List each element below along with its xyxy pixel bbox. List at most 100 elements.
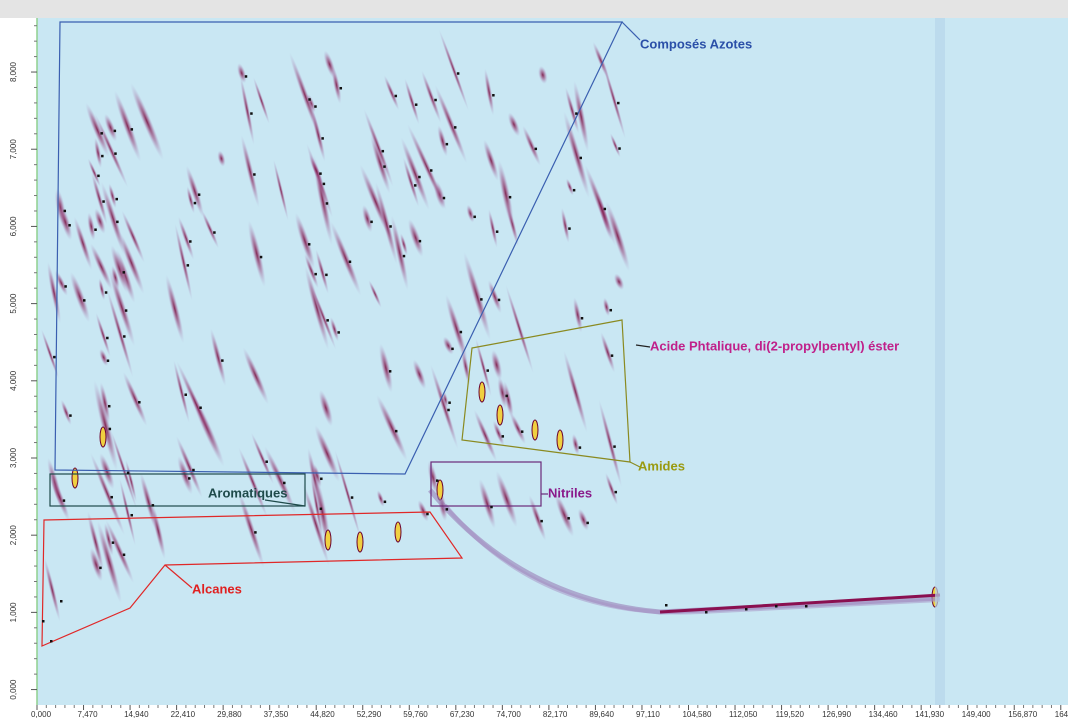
streak (370, 133, 391, 194)
marker (414, 103, 418, 106)
x-tick-label: 126,990 (822, 710, 851, 719)
streak (273, 159, 289, 221)
arc-bright (659, 593, 941, 614)
marker (199, 406, 202, 409)
x-tick-label: 59,760 (403, 710, 428, 719)
marker (586, 521, 589, 525)
streak (571, 433, 580, 455)
streak (361, 204, 373, 233)
streak (60, 399, 72, 426)
streak (430, 364, 459, 450)
streak (253, 77, 270, 125)
marker (60, 600, 63, 603)
streak (185, 165, 204, 218)
streak (118, 231, 145, 294)
marker (116, 220, 119, 224)
marker (383, 165, 386, 168)
streak (176, 361, 217, 448)
marker (480, 298, 483, 301)
marker (497, 298, 501, 302)
streak (242, 347, 269, 405)
y-tick-label: 3,000 (9, 447, 18, 468)
streak (176, 435, 203, 498)
streak (111, 265, 120, 290)
streak (484, 68, 495, 116)
marker (151, 504, 155, 507)
streak (165, 274, 185, 344)
streak (70, 271, 91, 323)
streak (308, 154, 324, 187)
streak (41, 328, 59, 379)
marker (418, 239, 422, 243)
streak (110, 245, 129, 294)
marker (508, 195, 512, 199)
marker (124, 309, 128, 312)
y-tick-label: 2,000 (9, 525, 18, 546)
streak (54, 270, 68, 296)
streak (238, 490, 265, 568)
hot-spot (496, 404, 504, 426)
x-tick-label: 156,870 (1008, 710, 1037, 719)
streak (89, 547, 103, 582)
marker (189, 240, 192, 243)
streak (605, 201, 630, 272)
marker (53, 355, 56, 359)
marker (337, 331, 340, 334)
streak (239, 75, 255, 146)
x-tick-label: 89,640 (589, 710, 614, 719)
hot-spot (394, 521, 402, 543)
marker (572, 188, 576, 192)
top-frame (0, 0, 1068, 18)
streak (122, 371, 148, 427)
streak (565, 178, 574, 196)
marker (107, 404, 111, 408)
streak (497, 376, 508, 409)
streak (97, 520, 122, 604)
marker (434, 98, 437, 102)
streak (177, 455, 193, 495)
streak (400, 233, 408, 256)
marker (617, 101, 620, 105)
marker (618, 147, 621, 150)
streak (210, 328, 227, 387)
marker (322, 182, 326, 186)
marker (534, 147, 538, 151)
y-tick-label: 6,000 (9, 216, 18, 237)
marker (459, 330, 463, 334)
marker (456, 72, 460, 75)
streak (478, 478, 496, 529)
x-tick-label: 44,820 (310, 710, 335, 719)
marker (665, 604, 668, 607)
marker (402, 254, 406, 258)
streak (598, 399, 622, 488)
marker (389, 225, 392, 228)
hot-spot (556, 429, 564, 451)
marker (62, 499, 66, 502)
streak (376, 394, 408, 461)
marker (451, 347, 454, 351)
x-tick-label: 67,230 (450, 710, 475, 719)
streak (121, 210, 145, 263)
marker (250, 112, 253, 115)
streak (217, 150, 226, 167)
streak (600, 332, 616, 373)
marker (186, 264, 190, 267)
streak (130, 82, 164, 160)
marker (745, 608, 748, 611)
hot-spot (478, 381, 486, 403)
streak (602, 60, 626, 140)
streak (330, 317, 339, 342)
streak (49, 473, 70, 521)
streak (602, 297, 611, 317)
streak (363, 108, 394, 187)
marker (325, 273, 328, 277)
streak (473, 409, 497, 462)
marker (184, 393, 187, 396)
streak (104, 113, 118, 142)
streak (178, 216, 195, 260)
streak (93, 380, 118, 472)
streak (247, 220, 266, 288)
marker (259, 255, 263, 259)
streak (402, 157, 420, 207)
